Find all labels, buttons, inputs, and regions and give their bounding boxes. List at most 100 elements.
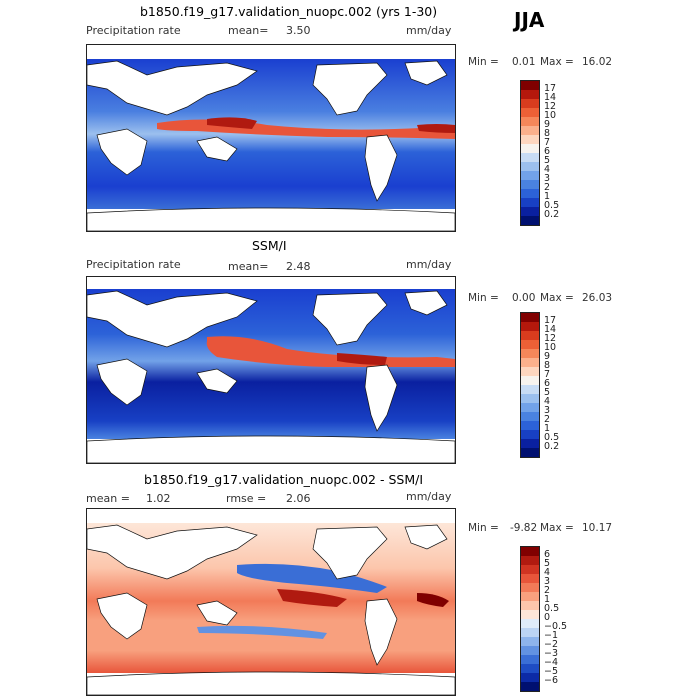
colorbar-tick-label: 0.5	[544, 603, 560, 614]
colorbar-swatch	[521, 367, 539, 376]
colorbar-swatch	[521, 565, 539, 574]
colorbar-swatch	[521, 664, 539, 673]
colorbar-swatch	[521, 207, 539, 216]
colorbar-tick-label: 0	[544, 612, 551, 623]
colorbar-swatch	[521, 81, 539, 90]
colorbar-tick-label: 14	[544, 324, 557, 335]
panel1-max-value: 16.02	[582, 56, 613, 68]
colorbar-swatch	[521, 198, 539, 207]
colorbar-swatch	[521, 331, 539, 340]
colorbar-swatch	[521, 117, 539, 126]
colorbar-tick-label: −1	[544, 630, 559, 641]
colorbar-tick-label: 0.5	[544, 200, 560, 211]
panel2-min-value: 0.00	[512, 292, 536, 304]
colorbar-tick-label: 9	[544, 351, 551, 362]
panel1-left-label: Precipitation rate	[86, 24, 181, 37]
colorbar-swatch	[521, 673, 539, 682]
colorbar-swatch	[521, 135, 539, 144]
colorbar-swatch	[521, 682, 539, 691]
panel2-itcz-peak	[337, 353, 387, 365]
colorbar-swatch	[521, 556, 539, 565]
season-label: JJA	[514, 8, 545, 32]
panel3-positive-peak	[277, 589, 347, 607]
colorbar-swatch	[521, 349, 539, 358]
colorbar-tick-label: 7	[544, 137, 551, 148]
panel2-max-label: Max =	[540, 292, 574, 304]
colorbar-tick-label: 17	[544, 83, 557, 94]
colorbar-tick-label: 2	[544, 585, 551, 596]
panel3-min-label: Min =	[468, 522, 499, 534]
colorbar-tick-label: 2	[544, 182, 551, 193]
colorbar-tick-label: 10	[544, 110, 557, 121]
panel1-colorbar	[520, 80, 540, 226]
colorbar-tick-label: 0.5	[544, 432, 560, 443]
panel2-mean-label: mean=	[228, 260, 269, 273]
colorbar-swatch	[521, 394, 539, 403]
colorbar-tick-label: −2	[544, 639, 559, 650]
panel1-title: b1850.f19_g17.validation_nuopc.002 (yrs …	[140, 4, 438, 19]
panel1-min-value: 0.01	[512, 56, 536, 68]
colorbar-swatch	[521, 655, 539, 664]
panel3-mean-value: 1.02	[146, 492, 171, 505]
colorbar-tick-label: 0.2	[544, 441, 560, 452]
colorbar-swatch	[521, 412, 539, 421]
colorbar-swatch	[521, 180, 539, 189]
colorbar-tick-label: 8	[544, 360, 551, 371]
colorbar-swatch	[521, 171, 539, 180]
panel3-negative-band	[237, 563, 387, 593]
colorbar-swatch	[521, 547, 539, 556]
panel3-continents	[87, 524, 455, 695]
colorbar-swatch	[521, 592, 539, 601]
colorbar-tick-label: 6	[544, 378, 551, 389]
colorbar-swatch	[521, 153, 539, 162]
panel2-title: SSM/I	[252, 238, 287, 253]
colorbar-swatch	[521, 313, 539, 322]
panel1-map	[86, 44, 456, 232]
colorbar-tick-label: 4	[544, 396, 551, 407]
panel3-rmse-label: rmse =	[226, 492, 267, 505]
colorbar-tick-label: 5	[544, 155, 551, 166]
panel1-mean-value: 3.50	[286, 24, 311, 37]
panel3-units: mm/day	[406, 490, 452, 503]
colorbar-tick-label: 3	[544, 576, 551, 587]
colorbar-tick-label: 17	[544, 315, 557, 326]
panel3-colorbar	[520, 546, 540, 692]
colorbar-tick-label: −5	[544, 666, 559, 677]
colorbar-swatch	[521, 162, 539, 171]
colorbar-tick-label: 5	[544, 558, 551, 569]
panel3-atlantic-peak	[417, 593, 449, 607]
colorbar-swatch	[521, 189, 539, 198]
colorbar-tick-label: −6	[544, 675, 559, 686]
colorbar-tick-label: −3	[544, 648, 559, 659]
colorbar-tick-label: 6	[544, 146, 551, 157]
panel2-mean-value: 2.48	[286, 260, 311, 273]
colorbar-tick-label: 6	[544, 549, 551, 560]
colorbar-tick-label: 10	[544, 342, 557, 353]
colorbar-swatch	[521, 216, 539, 225]
panel3-max-value: 10.17	[582, 522, 613, 534]
panel3-rmse-value: 2.06	[286, 492, 311, 505]
colorbar-swatch	[521, 610, 539, 619]
colorbar-swatch	[521, 421, 539, 430]
panel2-itcz-band	[206, 336, 455, 367]
panel3-mean-label: mean =	[86, 492, 130, 505]
colorbar-swatch	[521, 628, 539, 637]
panel1-min-label: Min =	[468, 56, 499, 68]
colorbar-swatch	[521, 144, 539, 153]
panel2-left-label: Precipitation rate	[86, 258, 181, 271]
colorbar-tick-label: 1	[544, 594, 551, 605]
colorbar-swatch	[521, 358, 539, 367]
colorbar-tick-label: 5	[544, 387, 551, 398]
colorbar-swatch	[521, 637, 539, 646]
colorbar-tick-label: 8	[544, 128, 551, 139]
colorbar-swatch	[521, 430, 539, 439]
colorbar-tick-label: 0.2	[544, 209, 560, 220]
colorbar-swatch	[521, 322, 539, 331]
colorbar-swatch	[521, 583, 539, 592]
panel1-mean-label: mean=	[228, 24, 269, 37]
colorbar-swatch	[521, 99, 539, 108]
panel2-units: mm/day	[406, 258, 452, 271]
colorbar-swatch	[521, 90, 539, 99]
panel1-continents	[87, 60, 455, 231]
colorbar-tick-label: 1	[544, 423, 551, 434]
